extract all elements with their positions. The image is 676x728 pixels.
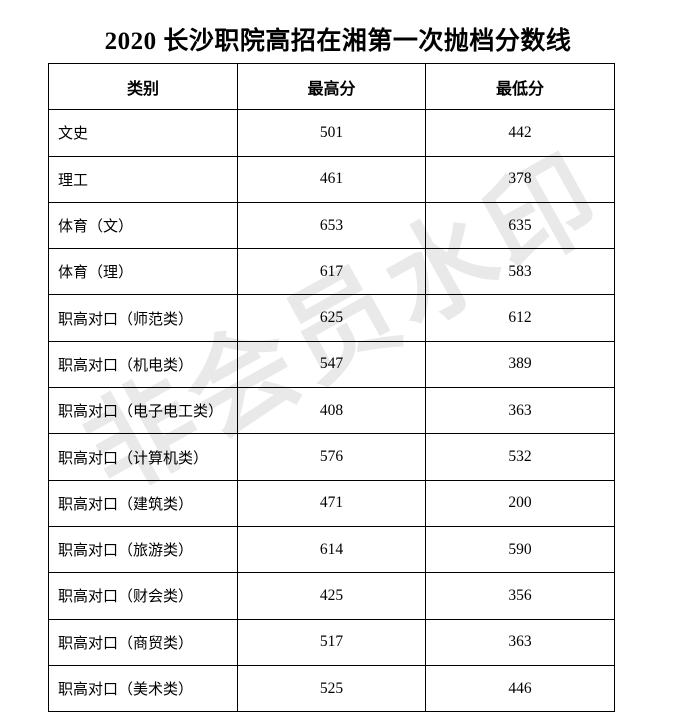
cell-category: 体育（理） bbox=[48, 248, 238, 296]
cell-min-score: 200 bbox=[425, 479, 615, 527]
cell-max-score: 617 bbox=[237, 248, 426, 296]
score-table-container: 类别 最高分 最低分 文史 501 442 理工 461 378 体育（文） 653 635 体育… bbox=[48, 62, 615, 713]
cell-max-score: 408 bbox=[237, 387, 426, 435]
cell-min-score: 446 bbox=[425, 664, 615, 713]
table-row: 职高对口（计算机类） 576 532 bbox=[48, 433, 615, 481]
table-row: 体育（文） 653 635 bbox=[48, 201, 615, 250]
table-row: 理工 461 378 bbox=[48, 155, 615, 203]
table-row: 文史 501 442 bbox=[48, 109, 615, 157]
cell-min-score: 363 bbox=[425, 618, 615, 666]
cell-category: 职高对口（师范类） bbox=[48, 294, 238, 342]
cell-category: 职高对口（电子电工类） bbox=[48, 387, 238, 435]
table-header: 类别 最高分 最低分 bbox=[48, 62, 615, 111]
cell-max-score: 517 bbox=[237, 618, 426, 666]
cell-min-score: 363 bbox=[425, 387, 615, 435]
cell-max-score: 547 bbox=[237, 340, 426, 389]
cell-category: 职高对口（商贸类） bbox=[48, 618, 238, 666]
cell-min-score: 590 bbox=[425, 525, 615, 574]
cell-category: 职高对口（旅游类） bbox=[48, 525, 238, 574]
column-header-min-score: 最低分 bbox=[425, 62, 615, 111]
cell-max-score: 425 bbox=[237, 572, 426, 620]
cell-category: 职高对口（美术类） bbox=[48, 664, 238, 713]
cell-category: 体育（文） bbox=[48, 201, 238, 250]
cell-min-score: 635 bbox=[425, 201, 615, 250]
table-row: 职高对口（电子电工类） 408 363 bbox=[48, 387, 615, 435]
cell-category: 职高对口（计算机类） bbox=[48, 433, 238, 481]
cell-min-score: 532 bbox=[425, 433, 615, 481]
table-row: 职高对口（财会类） 425 356 bbox=[48, 572, 615, 620]
cell-max-score: 653 bbox=[237, 201, 426, 250]
table-row: 职高对口（旅游类） 614 590 bbox=[48, 525, 615, 574]
cell-category: 职高对口（建筑类） bbox=[48, 479, 238, 527]
table-body: 文史 501 442 理工 461 378 体育（文） 653 635 体育（理） 617 583 职高… bbox=[48, 109, 615, 713]
cell-min-score: 442 bbox=[425, 109, 615, 157]
cell-max-score: 461 bbox=[237, 155, 426, 203]
page-title: 2020 长沙职院高招在湘第一次抛档分数线 bbox=[104, 27, 572, 55]
table-row: 职高对口（美术类） 525 446 bbox=[48, 664, 615, 713]
cell-max-score: 471 bbox=[237, 479, 426, 527]
cell-category: 职高对口（机电类） bbox=[48, 340, 238, 389]
table-row: 职高对口（商贸类） 517 363 bbox=[48, 618, 615, 666]
cell-min-score: 583 bbox=[425, 248, 615, 296]
cell-max-score: 614 bbox=[237, 525, 426, 574]
table-row: 体育（理） 617 583 bbox=[48, 248, 615, 296]
cell-min-score: 378 bbox=[425, 155, 615, 203]
cell-category: 职高对口（财会类） bbox=[48, 572, 238, 620]
column-header-max-score: 最高分 bbox=[237, 62, 426, 111]
cell-max-score: 525 bbox=[237, 664, 426, 713]
table-row: 职高对口（建筑类） 471 200 bbox=[48, 479, 615, 527]
table-row: 职高对口（师范类） 625 612 bbox=[48, 294, 615, 342]
cell-category: 文史 bbox=[48, 109, 238, 157]
score-table: 类别 最高分 最低分 文史 501 442 理工 461 378 体育（文） 653 635 体育… bbox=[48, 62, 615, 713]
column-header-category: 类别 bbox=[48, 62, 238, 111]
cell-category: 理工 bbox=[48, 155, 238, 203]
cell-min-score: 389 bbox=[425, 340, 615, 389]
cell-min-score: 612 bbox=[425, 294, 615, 342]
table-row: 职高对口（机电类） 547 389 bbox=[48, 340, 615, 389]
table-header-row: 类别 最高分 最低分 bbox=[48, 62, 615, 111]
cell-min-score: 356 bbox=[425, 572, 615, 620]
cell-max-score: 576 bbox=[237, 433, 426, 481]
cell-max-score: 625 bbox=[237, 294, 426, 342]
cell-max-score: 501 bbox=[237, 109, 426, 157]
